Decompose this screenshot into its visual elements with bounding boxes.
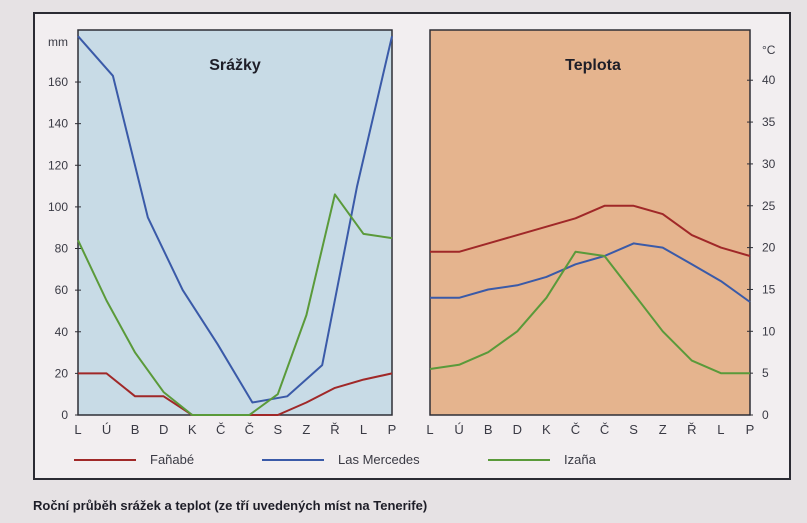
- temp-x-tick-label: D: [513, 422, 522, 437]
- precip-y-tick-label: 160: [48, 75, 68, 89]
- temp-y-tick-label: 5: [762, 366, 769, 380]
- temp-y-tick-label: 0: [762, 408, 769, 422]
- precip-x-tick-label: K: [188, 422, 197, 437]
- legend-item-izana: Izaña: [488, 452, 596, 467]
- temp-y-tick-label: 30: [762, 157, 776, 171]
- precip-x-tick-label: D: [159, 422, 168, 437]
- temp-x-tick-label: K: [542, 422, 551, 437]
- precip-series-line-las-mercedes: [77, 35, 393, 404]
- temp-x-tick-label: Č: [600, 422, 609, 437]
- precip-x-tick-label: P: [388, 422, 397, 437]
- temp-y-tick-label: 15: [762, 282, 776, 296]
- temperature-panel: 0 5 10 15 20 25 30 35 40 °C Teplota L Ú B D K Č Č S Z Ř L P: [426, 29, 776, 437]
- precip-x-tick-label: Ř: [330, 422, 339, 437]
- temp-chart-title: Teplota: [565, 57, 621, 74]
- precip-plot-area: [77, 29, 393, 416]
- precip-y-unit: mm: [48, 35, 68, 49]
- precip-series-line-izana: [77, 193, 393, 416]
- precip-y-tick-label: 120: [48, 158, 68, 172]
- temp-x-tick-label: S: [629, 422, 638, 437]
- temp-x-tick-label: Ú: [454, 422, 463, 437]
- precip-x-tick-label: L: [74, 422, 81, 437]
- precipitation-panel: 0 20 40 60 80 100 120 140 160 mm Srážky L Ú B D K Č Č S Z Ř L…: [48, 29, 397, 437]
- precip-chart-title: Srážky: [209, 57, 261, 74]
- temp-plot-area: [429, 29, 751, 416]
- temp-x-tick-label: Z: [659, 422, 667, 437]
- precip-x-tick-label: B: [131, 422, 140, 437]
- temp-y-tick-label: 10: [762, 324, 776, 338]
- precip-y-tick-label: 0: [61, 408, 68, 422]
- precip-x-tick-label: Č: [216, 422, 225, 437]
- precip-y-tick-label: 40: [55, 325, 69, 339]
- legend-item-las-mercedes: Las Mercedes: [262, 452, 420, 467]
- legend-label: Izaña: [564, 452, 596, 467]
- precip-y-tick-label: 20: [55, 366, 69, 380]
- temp-x-tick-label: P: [746, 422, 755, 437]
- temp-y-tick-label: 20: [762, 241, 776, 255]
- precip-x-tick-label: Z: [302, 422, 310, 437]
- temp-y-tick-label: 25: [762, 199, 776, 213]
- temp-y-unit: °C: [762, 43, 776, 57]
- legend-swatch: [488, 458, 550, 461]
- legend-item-fanabe: Fañabé: [74, 452, 194, 467]
- precip-y-tick-label: 80: [55, 242, 69, 256]
- precip-x-tick-label: L: [360, 422, 367, 437]
- legend-label: Las Mercedes: [338, 452, 420, 467]
- precip-y-tick-label: 100: [48, 200, 68, 214]
- temp-series-line-fanab-: [430, 204, 751, 257]
- legend-swatch: [262, 458, 324, 461]
- precip-x-tick-label: Č: [245, 422, 254, 437]
- temp-series-line-las-mercedes: [430, 242, 751, 303]
- temp-x-tick-label: B: [484, 422, 493, 437]
- temp-series-line-izana: [429, 250, 750, 375]
- legend-swatch: [74, 458, 136, 461]
- precip-y-tick-label: 60: [55, 283, 69, 297]
- temp-x-tick-label: L: [717, 422, 724, 437]
- temp-y-tick-label: 35: [762, 115, 776, 129]
- legend-label: Fañabé: [150, 452, 195, 467]
- temp-x-tick-label: L: [426, 422, 433, 437]
- temp-x-tick-label: Č: [571, 422, 580, 437]
- precip-y-tick-label: 140: [48, 117, 68, 131]
- precip-x-tick-label: Ú: [102, 422, 111, 437]
- temp-y-tick-label: 40: [762, 73, 776, 87]
- precip-x-tick-label: S: [273, 422, 282, 437]
- figure-caption: Roční průběh srážek a teplot (ze tří uve…: [33, 498, 428, 513]
- temp-x-tick-label: Ř: [687, 422, 696, 437]
